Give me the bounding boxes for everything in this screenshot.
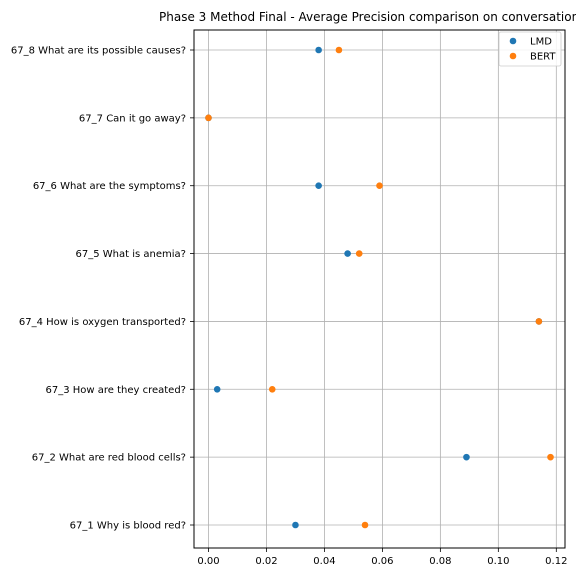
y-tick-label: 67_1 Why is blood red? [70,521,186,532]
data-point-bert [355,250,363,257]
legend-marker [509,52,517,60]
data-point-lmd [213,385,221,393]
data-point-bert [547,453,554,461]
data-point-lmd [344,250,351,257]
y-tick-label: 67_2 What are red blood cells? [32,453,186,464]
x-tick-label: 0.02 [255,556,277,567]
chart-title: Phase 3 Method Final - Average Precision… [159,10,576,24]
x-tick-label: 0.12 [545,556,567,567]
data-point-bert [335,46,343,54]
data-point-bert [268,385,276,393]
x-tick-label: 0.06 [371,556,393,567]
data-point-bert [535,318,543,325]
y-axis: 67_1 Why is blood red? 67_2 What are red … [11,46,194,532]
y-tick-label: 67_5 What is anemia? [76,249,186,260]
data-point-lmd [315,46,322,54]
plot-frame [193,29,566,549]
data-point-lmd [463,453,470,461]
y-tick-label: 67_4 How is oxygen transported? [19,317,186,328]
data-points [205,46,554,529]
x-axis: 0.00 0.02 0.04 0.06 0.08 0.10 0.12 [197,548,567,567]
y-tick-label: 67_7 Can it go away? [79,113,186,124]
x-tick-label: 0.10 [487,556,509,567]
data-point-bert [205,114,212,122]
legend-label: LMD [530,37,552,48]
x-tick-label: 0.04 [313,556,335,567]
x-tick-label: 0.00 [197,556,219,567]
data-point-bert [376,182,383,190]
y-tick-label: 67_6 What are the symptoms? [33,181,186,192]
data-point-bert [361,521,369,529]
legend: LMD BERT [498,31,562,67]
x-tick-label: 0.08 [429,556,451,567]
legend-marker [509,37,517,45]
y-tick-label: 67_3 How are they created? [45,385,186,396]
data-point-lmd [292,521,299,529]
y-tick-label: 67_8 What are its possible causes? [11,46,186,57]
grid [194,30,565,548]
data-point-lmd [315,182,322,190]
legend-label: BERT [530,52,556,63]
